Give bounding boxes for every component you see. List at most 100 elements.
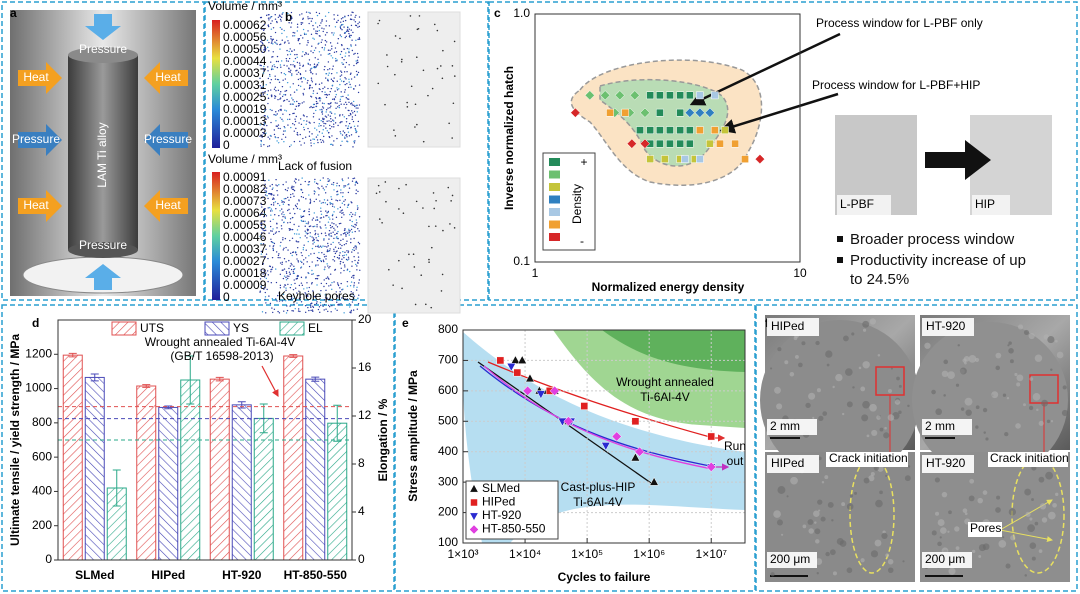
pore-dot: [393, 129, 395, 131]
pore-dot: [352, 294, 354, 296]
pore-dot: [310, 33, 313, 36]
pore-dot: [282, 12, 284, 14]
pore-dot: [428, 258, 430, 261]
point: [716, 139, 724, 148]
pore-dot: [344, 36, 346, 39]
pore-dot: [347, 177, 350, 179]
heat-arrow: [144, 62, 188, 94]
pore-dot: [338, 106, 341, 109]
pore-dot: [306, 261, 308, 263]
pore-dot: [283, 42, 286, 44]
pore-dot: [336, 282, 339, 284]
pore-dot: [307, 221, 310, 223]
pore-dot: [347, 14, 350, 17]
texture: [858, 366, 862, 370]
pore-dot: [294, 57, 297, 60]
pore-dot: [276, 140, 278, 142]
texture: [812, 416, 815, 420]
pore-dot: [339, 260, 342, 263]
point: [606, 108, 614, 117]
pore-dot: [343, 200, 345, 202]
pore-dot: [323, 256, 326, 258]
error-bar: [186, 355, 195, 405]
pore-dot: [355, 224, 357, 226]
pore-dot: [301, 13, 303, 15]
pore-dot: [344, 137, 346, 139]
pore-dot: [348, 231, 350, 234]
pore-dot: [322, 187, 324, 189]
pore-dot: [349, 270, 351, 273]
pore-dot: [293, 49, 296, 51]
pore-dot: [301, 254, 303, 257]
pore-dot: [280, 16, 283, 18]
heat-label: Heat: [155, 70, 181, 84]
pore-dot: [273, 308, 276, 310]
fracture-surface: [760, 320, 920, 480]
texture: [777, 347, 782, 352]
pore-dot: [305, 276, 307, 278]
pore-dot: [305, 11, 308, 13]
pore-dot: [345, 233, 347, 236]
pore-dot: [282, 120, 284, 122]
pore-dot: [431, 87, 434, 90]
pore-dot: [272, 249, 275, 252]
texture: [1050, 420, 1054, 423]
pore-dot: [329, 107, 331, 109]
texture: [831, 519, 834, 522]
pore-dot: [286, 189, 288, 192]
pore-dot: [318, 274, 320, 277]
pore-dot: [284, 127, 286, 129]
colorbar-tick-label: 0: [223, 138, 230, 152]
pore-dot: [262, 237, 264, 239]
pore-dot: [284, 78, 287, 80]
callout: Crack initiation: [829, 451, 908, 465]
pore-dot: [275, 184, 277, 186]
legend-swatch: [549, 208, 560, 216]
pore-dot: [341, 134, 344, 136]
pore-dot: [298, 200, 300, 202]
pore-dot: [287, 124, 289, 126]
pore-dot: [304, 235, 306, 237]
pore-dot: [409, 15, 412, 17]
pore-dot: [321, 113, 324, 115]
pore-dot: [321, 39, 323, 41]
texture: [879, 427, 884, 432]
pore-dot: [318, 257, 321, 260]
point: [629, 90, 640, 101]
y-tick-label: 0: [45, 552, 52, 566]
pore-dot: [319, 217, 322, 219]
pore-dot: [433, 207, 436, 210]
pore-dot: [332, 231, 334, 233]
pore-dot: [274, 201, 277, 203]
pore-dot: [330, 284, 332, 286]
pore-dot: [356, 111, 359, 113]
pore-dot: [310, 50, 312, 52]
pore-dot: [344, 266, 346, 268]
pore-dot: [399, 37, 401, 40]
pore-dot: [309, 122, 311, 124]
pore-dot: [329, 111, 332, 113]
pore-dot: [294, 53, 296, 56]
pore-dot: [271, 188, 273, 190]
pore-dot: [452, 102, 455, 105]
pore-dot: [451, 137, 453, 139]
texture: [818, 456, 822, 461]
pore-dot: [293, 186, 295, 188]
pore-dot: [300, 77, 303, 79]
x-tick-label: 1: [532, 266, 539, 280]
pore-dot: [278, 312, 281, 314]
pore-dot: [356, 286, 358, 288]
image-label: HT-920: [926, 319, 966, 333]
legend-label: EL: [308, 321, 323, 335]
pore-dot: [331, 226, 334, 228]
pore-dot: [414, 303, 417, 306]
pore-dot: [297, 310, 300, 312]
pore-dot: [324, 294, 326, 296]
bar: [305, 378, 326, 561]
pore-dot: [319, 301, 322, 304]
pore-dot: [333, 237, 335, 240]
y-tick-label: 500: [438, 413, 458, 427]
pore-dot: [350, 228, 353, 231]
pore-dot: [344, 232, 346, 234]
pore-dot: [267, 280, 269, 283]
